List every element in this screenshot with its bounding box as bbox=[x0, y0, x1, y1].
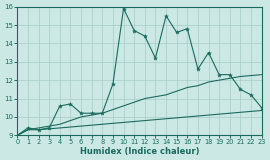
X-axis label: Humidex (Indice chaleur): Humidex (Indice chaleur) bbox=[80, 147, 199, 156]
